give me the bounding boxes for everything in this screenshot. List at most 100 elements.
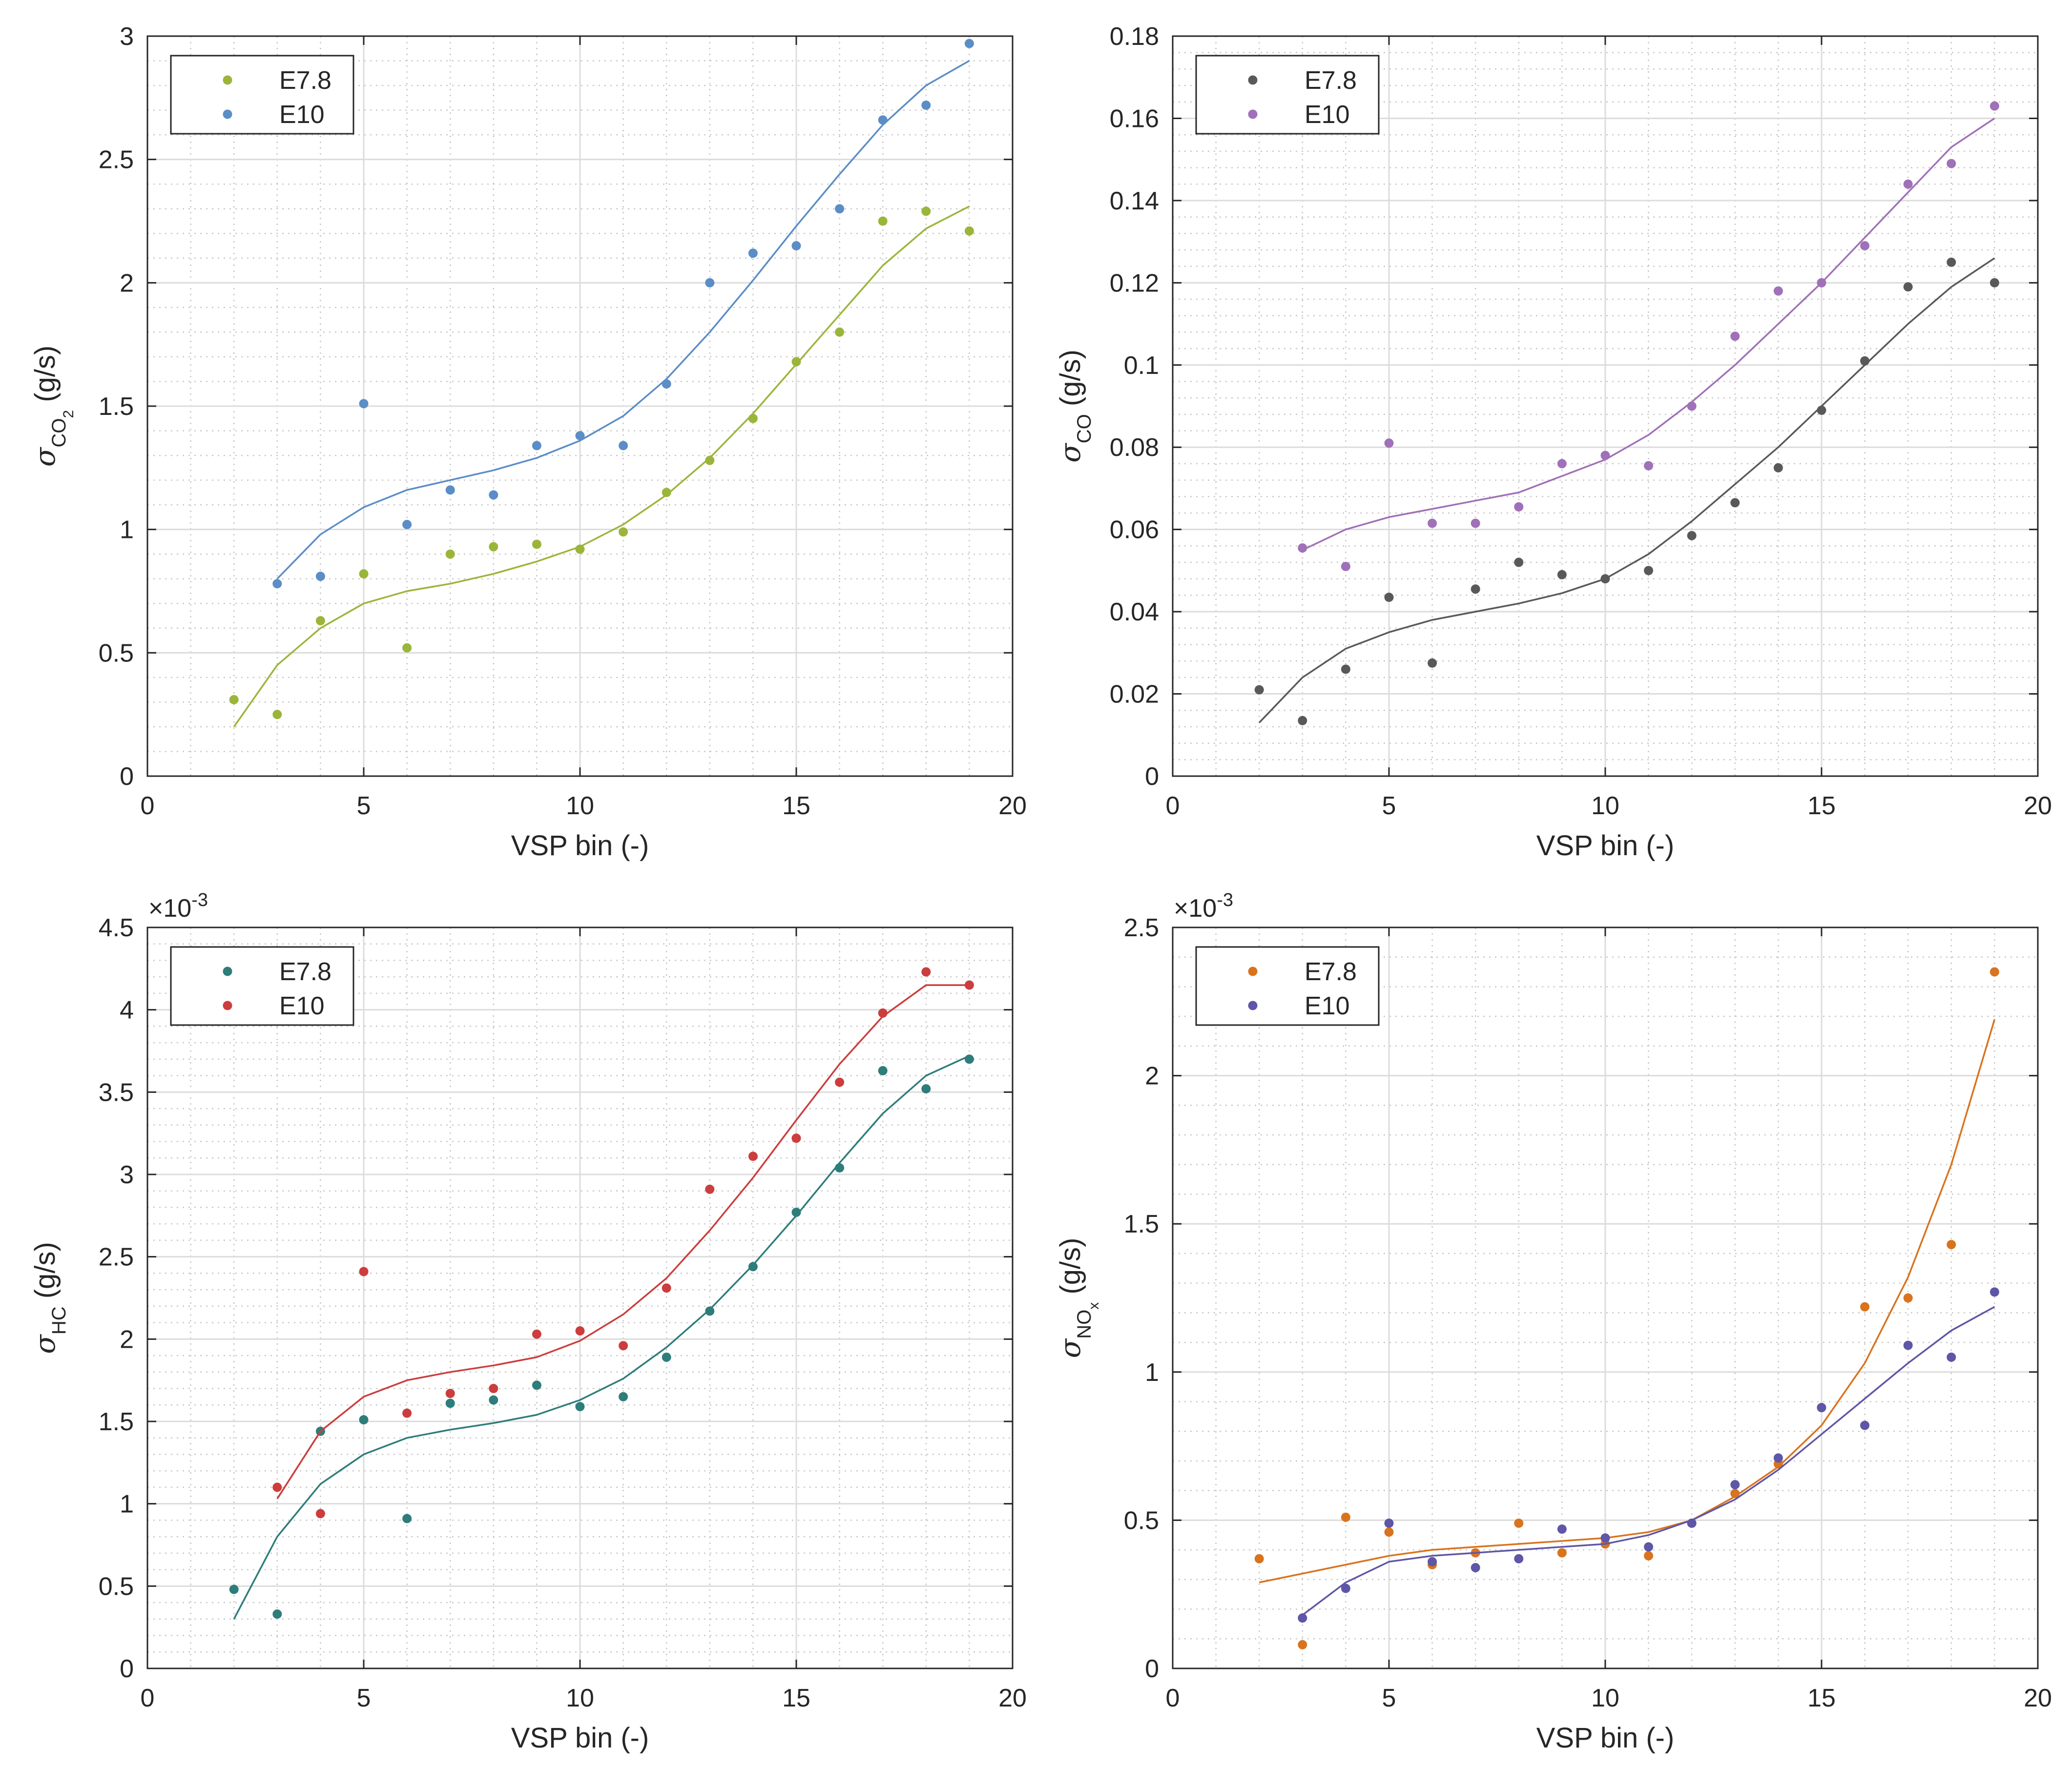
data-point bbox=[1254, 1554, 1264, 1563]
series-1 bbox=[1254, 967, 1999, 1649]
data-point bbox=[272, 579, 282, 589]
exponent-power: -3 bbox=[191, 890, 208, 910]
data-point bbox=[1947, 1240, 1956, 1250]
data-point bbox=[1687, 1518, 1697, 1528]
y-tick-label: 2.5 bbox=[1124, 914, 1159, 942]
legend-label: E10 bbox=[279, 101, 325, 129]
legend-label: E7.8 bbox=[279, 66, 332, 95]
data-point bbox=[1903, 179, 1913, 189]
data-point bbox=[619, 1392, 628, 1401]
y-tick-label: 3 bbox=[120, 1161, 134, 1189]
y-tick-label: 0 bbox=[1145, 762, 1159, 791]
x-axis-label: VSP bin (-) bbox=[511, 830, 649, 862]
y-label-subsubscript: x bbox=[1086, 1302, 1102, 1310]
data-point bbox=[662, 1352, 671, 1362]
axis-exponent-label: ×10-3 bbox=[1174, 890, 1233, 923]
y-tick-label: 1 bbox=[120, 1490, 134, 1519]
data-point bbox=[878, 216, 888, 226]
y-tick-label: 3 bbox=[120, 22, 134, 51]
data-point bbox=[359, 1267, 369, 1276]
data-point bbox=[1903, 1340, 1913, 1350]
minor-grid bbox=[1173, 36, 2038, 776]
legend-marker bbox=[1248, 966, 1258, 976]
fit-line bbox=[1258, 257, 1995, 723]
data-point bbox=[1341, 664, 1350, 674]
minor-grid bbox=[1173, 927, 2038, 1668]
data-point bbox=[359, 399, 369, 409]
x-tick-label: 10 bbox=[1591, 1684, 1619, 1712]
fit-line bbox=[233, 206, 970, 727]
y-tick-label: 0 bbox=[1145, 1655, 1159, 1683]
data-point bbox=[315, 572, 325, 581]
data-point bbox=[748, 413, 758, 423]
y-tick-label: 0.06 bbox=[1110, 516, 1159, 544]
y-label-symbol: σ bbox=[1054, 443, 1087, 463]
y-axis-label: σNOx (g/s) bbox=[1054, 1238, 1102, 1358]
y-tick-label: 0.02 bbox=[1110, 680, 1159, 709]
data-point bbox=[489, 542, 498, 552]
data-point bbox=[1600, 1533, 1610, 1543]
data-point bbox=[445, 485, 455, 495]
data-point bbox=[1514, 1554, 1524, 1563]
data-point bbox=[964, 39, 974, 48]
data-point bbox=[1989, 101, 1999, 111]
data-point bbox=[1817, 278, 1826, 288]
data-point bbox=[964, 980, 974, 990]
legend: E7.8 E10 bbox=[170, 55, 354, 135]
data-point bbox=[791, 1208, 801, 1217]
y-tick-label: 0.5 bbox=[99, 639, 134, 667]
series-2 bbox=[272, 967, 974, 1519]
data-point bbox=[1644, 461, 1654, 471]
data-point bbox=[1384, 1518, 1394, 1528]
data-point bbox=[1514, 1518, 1524, 1528]
data-point bbox=[1600, 574, 1610, 584]
fit-line bbox=[233, 1055, 970, 1620]
data-point bbox=[1989, 278, 1999, 288]
data-point bbox=[1860, 1420, 1870, 1430]
major-grid bbox=[147, 927, 1013, 1668]
y-label-subscript: NO bbox=[1074, 1310, 1095, 1339]
data-point bbox=[1384, 1527, 1394, 1537]
fit-line bbox=[1302, 1306, 1995, 1616]
legend-marker bbox=[223, 1001, 232, 1010]
legend-label: E7.8 bbox=[1305, 958, 1357, 986]
data-point bbox=[791, 357, 801, 367]
x-tick-label: 0 bbox=[1166, 1684, 1180, 1712]
legend-box bbox=[170, 55, 354, 135]
y-label-symbol: σ bbox=[28, 1334, 62, 1354]
exponent-power: -3 bbox=[1217, 890, 1233, 910]
data-point bbox=[1384, 593, 1394, 602]
y-label-subscript: HC bbox=[48, 1306, 70, 1335]
x-tick-label: 10 bbox=[566, 1684, 594, 1712]
legend-marker bbox=[1248, 1001, 1258, 1010]
fit-line bbox=[276, 60, 970, 579]
y-tick-label: 2.5 bbox=[99, 1243, 134, 1272]
data-point bbox=[705, 1184, 715, 1194]
data-point bbox=[1471, 584, 1480, 594]
data-point bbox=[532, 1380, 541, 1390]
data-point bbox=[1341, 1512, 1350, 1522]
legend-marker bbox=[223, 966, 232, 976]
series-2 bbox=[1298, 101, 1999, 571]
data-point bbox=[619, 527, 628, 537]
legend: E7.8 E10 bbox=[1195, 55, 1380, 135]
data-point bbox=[1298, 1640, 1307, 1649]
y-label-symbol: σ bbox=[28, 447, 62, 467]
data-point bbox=[878, 1008, 888, 1018]
chart-panel-2: 0 5 10 15 20 0 0.02 0.04 0.06 0.08 0.1 0.12 0.14 0.16… bbox=[1054, 22, 2052, 862]
x-tick-label: 5 bbox=[357, 1684, 371, 1712]
y-tick-label: 1 bbox=[1145, 1358, 1159, 1387]
axis-exponent-label: ×10-3 bbox=[148, 890, 208, 923]
data-point bbox=[272, 1609, 282, 1619]
data-point bbox=[1817, 405, 1826, 415]
data-point bbox=[532, 441, 541, 451]
data-point bbox=[1298, 1613, 1307, 1623]
data-point bbox=[1947, 159, 1956, 168]
legend-box bbox=[1195, 946, 1380, 1026]
y-tick-label: 1.5 bbox=[99, 392, 134, 421]
tick-marks bbox=[1172, 35, 2039, 777]
x-tick-label: 15 bbox=[782, 792, 810, 820]
y-tick-label: 3.5 bbox=[99, 1078, 134, 1107]
data-point bbox=[575, 1402, 585, 1412]
data-point bbox=[1903, 282, 1913, 292]
